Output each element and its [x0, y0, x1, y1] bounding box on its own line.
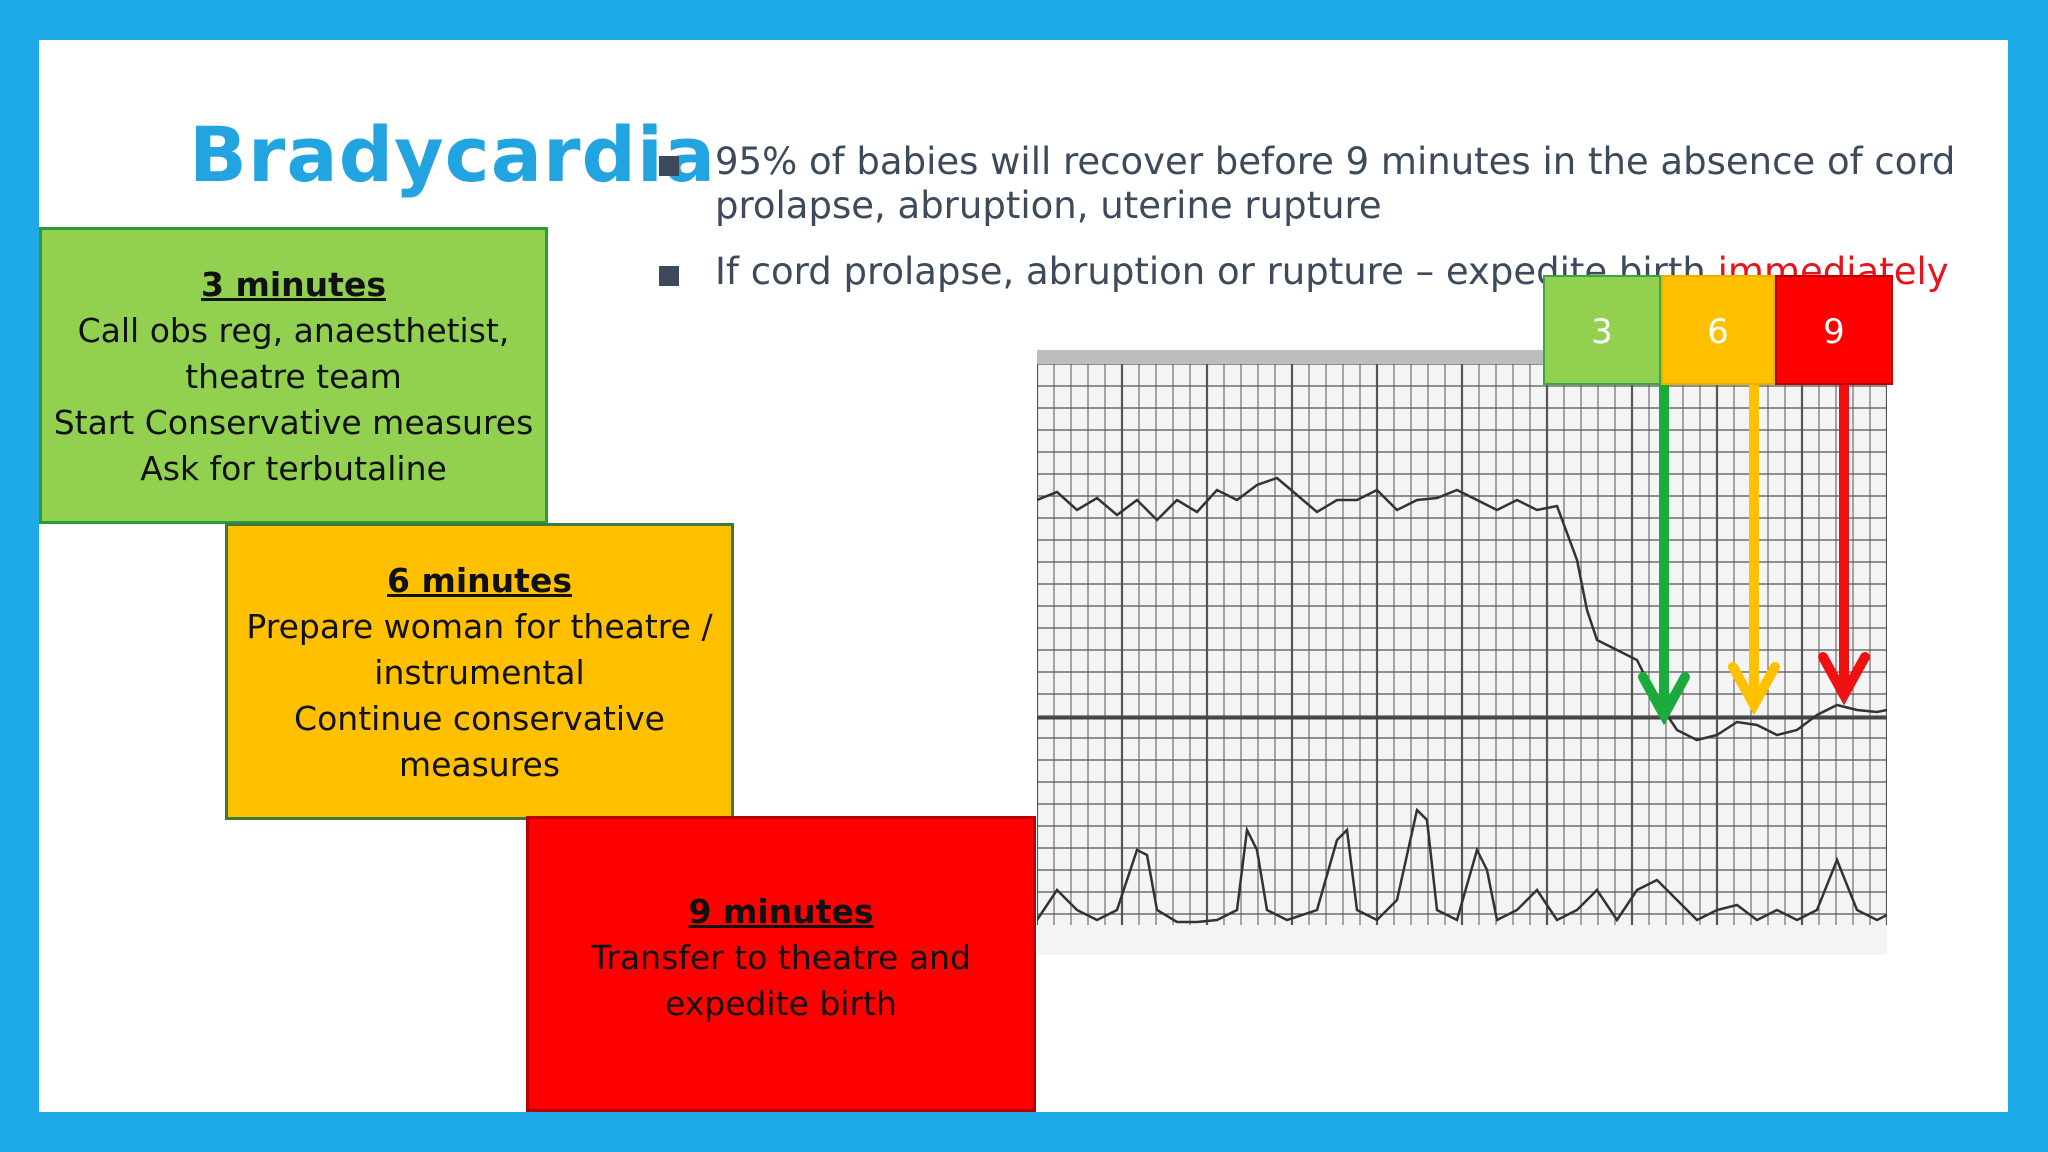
step-heading: 9 minutes — [688, 892, 874, 931]
marker-6-minutes: 6 — [1661, 275, 1775, 385]
bullet-text: 95% of babies will recover before 9 minu… — [715, 140, 1956, 227]
bullet-square-icon — [659, 156, 679, 176]
arrow-9-icon — [1818, 385, 1870, 706]
bullet-recovery: 95% of babies will recover before 9 minu… — [659, 140, 1985, 228]
slide-title: Bradycardia — [189, 110, 717, 199]
step-heading: 3 minutes — [201, 265, 386, 304]
ctg-trace-image — [1037, 350, 1887, 955]
step-line: theatre team — [185, 357, 402, 396]
uterine-activity-trace — [1037, 807, 1887, 924]
step-6-minutes: 6 minutes Prepare woman for theatre / in… — [225, 523, 734, 820]
arrow-3-icon — [1638, 385, 1690, 726]
fhr-trace — [1037, 476, 1887, 742]
slide: Bradycardia 95% of babies will recover b… — [39, 40, 2008, 1112]
step-line: measures — [398, 745, 561, 784]
step-line: Ask for terbutaline — [140, 449, 447, 488]
step-line: instrumental — [374, 653, 585, 692]
bullet-square-icon — [659, 266, 679, 286]
marker-arrows — [1638, 385, 1870, 726]
marker-3-minutes: 3 — [1543, 275, 1661, 385]
bullet-text: If cord prolapse, abruption or rupture –… — [715, 250, 1718, 293]
step-line: Prepare woman for theatre / — [246, 607, 713, 646]
step-line: Call obs reg, anaesthetist, — [77, 311, 510, 350]
step-9-minutes: 9 minutes Transfer to theatre and expedi… — [526, 816, 1036, 1112]
step-line: Start Conservative measures — [53, 403, 534, 442]
step-3-minutes: 3 minutes Call obs reg, anaesthetist, th… — [39, 227, 548, 524]
marker-9-minutes: 9 — [1775, 275, 1893, 385]
step-line: expedite birth — [665, 984, 897, 1023]
step-line: Transfer to theatre and — [591, 938, 971, 977]
step-heading: 6 minutes — [387, 561, 572, 600]
step-line: Continue conservative — [294, 699, 665, 738]
arrow-6-icon — [1728, 385, 1780, 716]
